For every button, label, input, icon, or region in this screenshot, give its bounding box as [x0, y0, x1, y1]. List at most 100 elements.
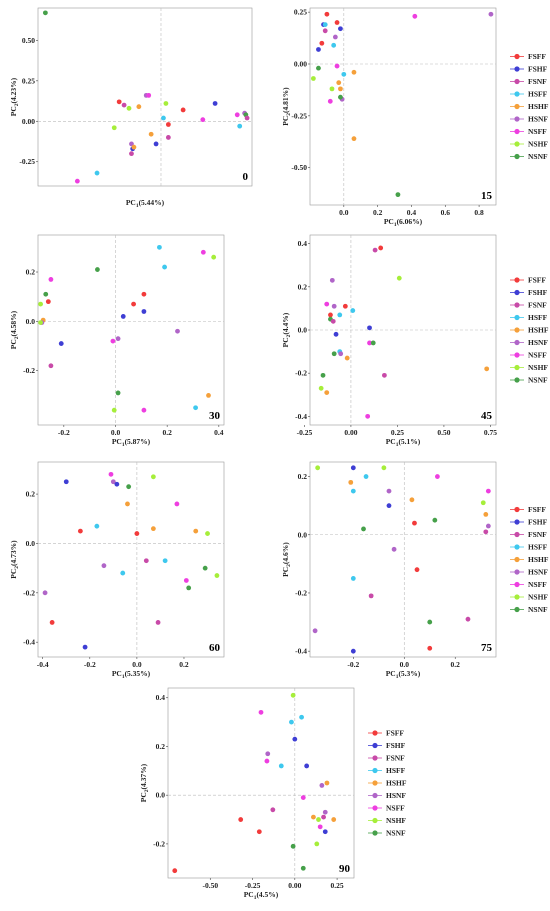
legend-marker-hsnf: [514, 569, 520, 575]
point-nsff: [258, 709, 264, 715]
point-nsff: [317, 824, 323, 830]
day-label: 0: [243, 171, 249, 183]
legend-marker-hsnf: [514, 116, 520, 122]
y-tick-label: -0.4: [23, 638, 35, 647]
point-fsff: [131, 301, 136, 307]
point-hsff: [350, 308, 356, 313]
legend-marker-fsnf: [514, 531, 520, 538]
pca-panel-day-45: -0.25 0.00 0.25 0.50 0.75 -0.4 -0.2 0.0 0.2 0.4 PC…: [281, 234, 549, 448]
point-hshf: [351, 69, 357, 75]
point-hshf: [148, 131, 154, 137]
point-hsnf: [101, 563, 107, 569]
legend-marker-hsnf: [514, 339, 520, 346]
point-hsnf: [329, 277, 335, 283]
plot-frame: [309, 7, 497, 206]
point-fsff: [427, 645, 433, 651]
legend-marker-nsff: [372, 805, 378, 811]
point-nshf: [316, 817, 321, 822]
point-hsff: [120, 570, 126, 576]
point-hsff: [299, 714, 304, 720]
point-nsnf: [202, 565, 208, 571]
point-fsff: [172, 868, 178, 874]
y-axis-label: PC2(4.58%): [9, 310, 20, 349]
point-nsff: [412, 13, 418, 19]
day-label: 75: [481, 642, 493, 654]
point-hshf: [206, 392, 211, 398]
point-hshf: [336, 80, 342, 86]
point-fsnf: [155, 620, 161, 625]
point-hshf: [324, 780, 330, 786]
y-tick-label: -0.50: [291, 163, 307, 172]
point-nshf: [38, 320, 43, 325]
point-hsnf: [391, 546, 397, 552]
point-nsnf: [395, 192, 401, 198]
point-hshf: [193, 528, 199, 534]
y-tick-label: 0.00: [22, 117, 35, 126]
day-label: 15: [481, 190, 493, 202]
point-hshf: [324, 390, 330, 396]
point-fshf: [63, 479, 69, 485]
point-hshf: [409, 497, 415, 503]
y-tick-label: 0.0: [298, 326, 308, 335]
legend-marker-hshf: [514, 556, 520, 563]
x-tick-label: -0.25: [297, 428, 313, 437]
legend-marker-nshf: [514, 594, 520, 600]
legend-marker-nsff: [514, 128, 520, 135]
y-tick-label: -0.2: [295, 588, 307, 597]
legend-label-nshf: NSHF: [528, 593, 548, 602]
pca-panel-day-0: -0.25 0.00 0.25 0.50 PC1(5.44%) PC2(4.23%) 0: [9, 7, 253, 209]
legend-label-fsnf: FSNF: [528, 77, 547, 86]
point-hshf: [311, 814, 316, 820]
point-nshf: [163, 101, 169, 106]
x-tick-label: 0.0: [400, 660, 410, 669]
point-fsff: [412, 520, 417, 526]
pca-panel-day-60: -0.4 -0.2 0.0 0.2 -0.4 -0.2 0.0 0.2 PC1(5.35%) PC…: [9, 461, 225, 680]
legend-label-fshf: FSHF: [386, 741, 406, 750]
point-fsnf: [143, 558, 149, 564]
y-tick-label: 0.2: [26, 490, 36, 499]
plot-frame: [37, 461, 225, 658]
point-fsff: [49, 620, 55, 625]
point-nsnf: [42, 10, 48, 16]
point-hsnf: [386, 488, 392, 494]
x-axis-label: PC1(5.44%): [126, 198, 165, 209]
point-fsff: [141, 291, 147, 297]
legend-label-hshf: HSHF: [528, 555, 549, 564]
point-hsnf: [115, 336, 121, 342]
point-nsff: [324, 301, 330, 307]
legend-marker-fsff: [514, 506, 520, 513]
legend-label-fsnf: FSNF: [528, 530, 547, 539]
y-tick-label: 0.4: [298, 239, 308, 248]
y-tick-label: -0.2: [23, 366, 35, 375]
y-tick-label: 0.0: [298, 530, 308, 539]
legend-marker-fsnf: [514, 302, 520, 308]
x-axis-label: PC1(4.5%): [244, 890, 279, 901]
y-tick-label: 0.25: [22, 76, 35, 85]
point-hsnf: [42, 590, 48, 596]
point-fsff: [180, 107, 186, 113]
point-nshf: [126, 105, 132, 111]
point-nsff: [146, 92, 152, 98]
legend-label-hshf: HSHF: [528, 326, 549, 335]
legend-label-nshf: NSHF: [386, 816, 406, 825]
legend-label-fsnf: FSNF: [386, 754, 405, 763]
x-axis-label: PC1(5.87%): [112, 437, 151, 448]
point-hsff: [161, 115, 166, 121]
point-hshf: [125, 501, 130, 507]
y-axis-label: PC2(4.6%): [281, 542, 292, 577]
point-fshf: [212, 101, 218, 106]
x-tick-label: -0.2: [84, 660, 96, 669]
point-fsff: [334, 20, 340, 25]
point-fsff: [324, 11, 330, 17]
point-hshf: [483, 511, 489, 517]
legend-marker-fsff: [372, 730, 378, 736]
point-fshf: [292, 736, 298, 742]
point-nsff: [74, 178, 80, 184]
legend-label-hsff: HSFF: [386, 766, 406, 775]
point-hsnf: [332, 34, 338, 40]
point-fsff: [165, 122, 171, 127]
pca-panel-day-15: 0.0 0.2 0.4 0.6 0.8 -0.50 -0.25 0.00 0.25 PC1(6.0…: [281, 8, 549, 228]
y-tick-label: -0.4: [295, 647, 307, 656]
legend-label-hshf: HSHF: [386, 779, 407, 788]
point-fsff: [45, 299, 51, 305]
